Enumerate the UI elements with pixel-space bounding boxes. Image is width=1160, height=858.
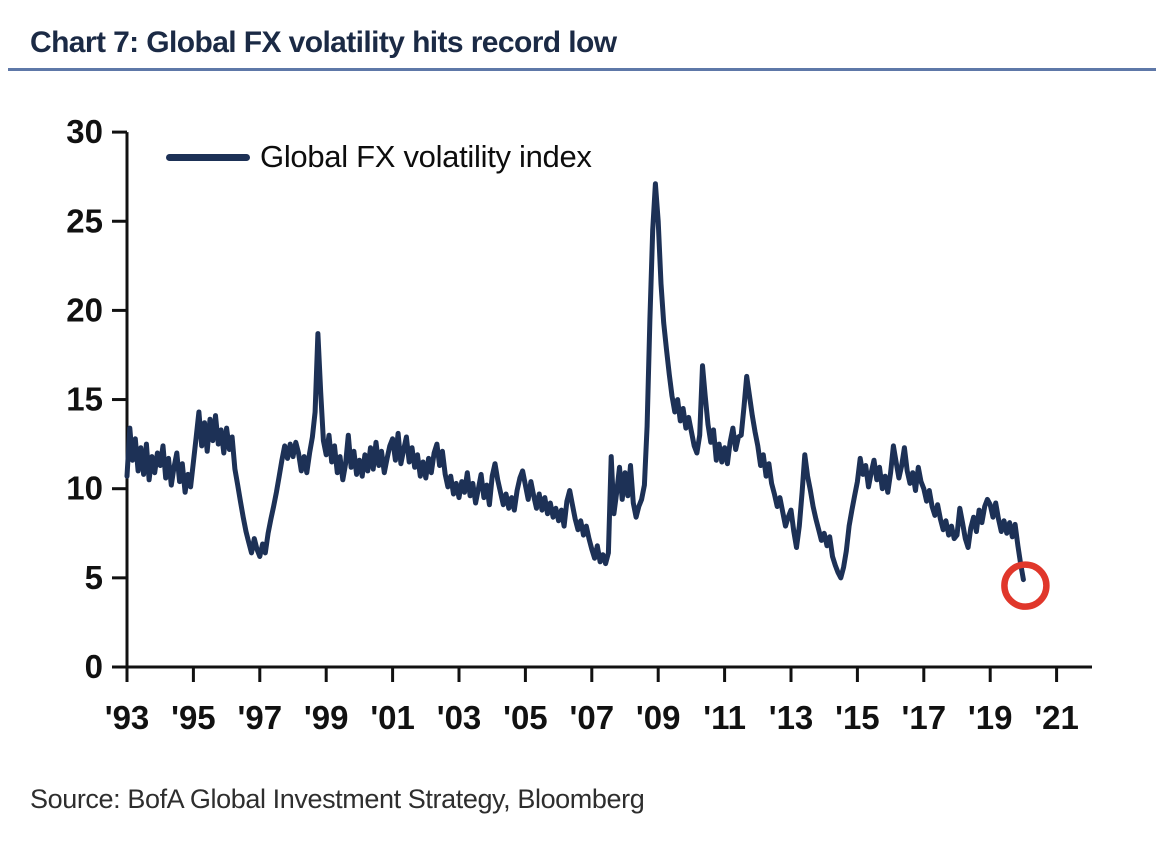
- x-tick-label: '01: [370, 699, 415, 736]
- chart-legend: Global FX volatility index: [166, 139, 592, 175]
- x-tick-label: '99: [304, 699, 349, 736]
- legend-line-swatch: [166, 153, 250, 161]
- y-tick-label: 5: [85, 559, 103, 596]
- x-tick-label: '07: [570, 699, 615, 736]
- x-tick-label: '93: [105, 699, 150, 736]
- x-tick-label: '17: [902, 699, 947, 736]
- y-tick-label: 20: [66, 291, 103, 328]
- record-low-circle-annotation: [1001, 561, 1050, 610]
- title-underline-rule: [8, 68, 1156, 71]
- y-tick-label: 15: [66, 381, 103, 418]
- axis-lines: [114, 132, 1092, 669]
- x-tick-label: '11: [703, 699, 746, 736]
- y-tick-label: 10: [66, 470, 103, 507]
- y-tick-label: 0: [85, 648, 103, 685]
- x-tick-label: '05: [503, 699, 548, 736]
- series-line: [124, 181, 1026, 583]
- chart-title: Chart 7: Global FX volatility hits recor…: [30, 26, 617, 59]
- x-tick-label: '97: [238, 699, 283, 736]
- y-tick-label: 30: [66, 113, 103, 150]
- legend-label: Global FX volatility index: [260, 139, 592, 174]
- y-tick-label: 25: [66, 202, 103, 239]
- source-note: Source: BofA Global Investment Strategy,…: [30, 784, 645, 814]
- x-tick-label: '13: [769, 699, 814, 736]
- x-tick-label: '21: [1034, 699, 1079, 736]
- x-tick-label: '03: [437, 699, 482, 736]
- x-tick-label: '19: [968, 699, 1013, 736]
- x-tick-label: '15: [835, 699, 880, 736]
- x-tick-label: '09: [636, 699, 681, 736]
- x-tick-label: '95: [171, 699, 216, 736]
